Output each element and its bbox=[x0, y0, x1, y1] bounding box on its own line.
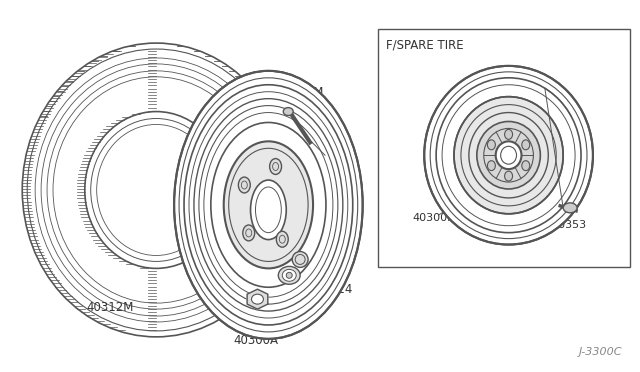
Ellipse shape bbox=[477, 122, 540, 189]
Ellipse shape bbox=[238, 177, 250, 193]
Ellipse shape bbox=[174, 71, 363, 339]
Ellipse shape bbox=[495, 141, 522, 169]
Text: 40300A: 40300A bbox=[233, 334, 278, 347]
Text: J-3300C: J-3300C bbox=[579, 347, 623, 357]
Ellipse shape bbox=[250, 180, 286, 240]
Polygon shape bbox=[247, 289, 268, 309]
Ellipse shape bbox=[292, 251, 308, 267]
Text: 40224: 40224 bbox=[315, 283, 353, 296]
Ellipse shape bbox=[563, 203, 577, 213]
Ellipse shape bbox=[224, 141, 313, 268]
Ellipse shape bbox=[243, 225, 255, 241]
Ellipse shape bbox=[522, 140, 530, 150]
Ellipse shape bbox=[252, 294, 264, 304]
Ellipse shape bbox=[269, 158, 282, 174]
Text: 40353: 40353 bbox=[551, 220, 586, 230]
Ellipse shape bbox=[282, 269, 296, 281]
Ellipse shape bbox=[488, 161, 495, 171]
Ellipse shape bbox=[522, 161, 530, 171]
Text: 40300P: 40300P bbox=[412, 213, 454, 223]
Ellipse shape bbox=[424, 66, 593, 244]
Text: 40300P: 40300P bbox=[211, 169, 255, 182]
Ellipse shape bbox=[278, 266, 300, 284]
Ellipse shape bbox=[504, 171, 513, 181]
Ellipse shape bbox=[284, 108, 293, 116]
Text: F/SPARE TIRE: F/SPARE TIRE bbox=[385, 39, 463, 52]
Text: 40312M: 40312M bbox=[86, 301, 133, 314]
Bar bbox=[378, 29, 630, 267]
Ellipse shape bbox=[84, 112, 228, 268]
Ellipse shape bbox=[286, 272, 292, 278]
Text: 40311M: 40311M bbox=[276, 86, 324, 99]
Ellipse shape bbox=[454, 97, 563, 214]
Ellipse shape bbox=[22, 43, 290, 337]
Ellipse shape bbox=[488, 140, 495, 150]
Ellipse shape bbox=[504, 129, 513, 140]
Ellipse shape bbox=[276, 231, 288, 247]
